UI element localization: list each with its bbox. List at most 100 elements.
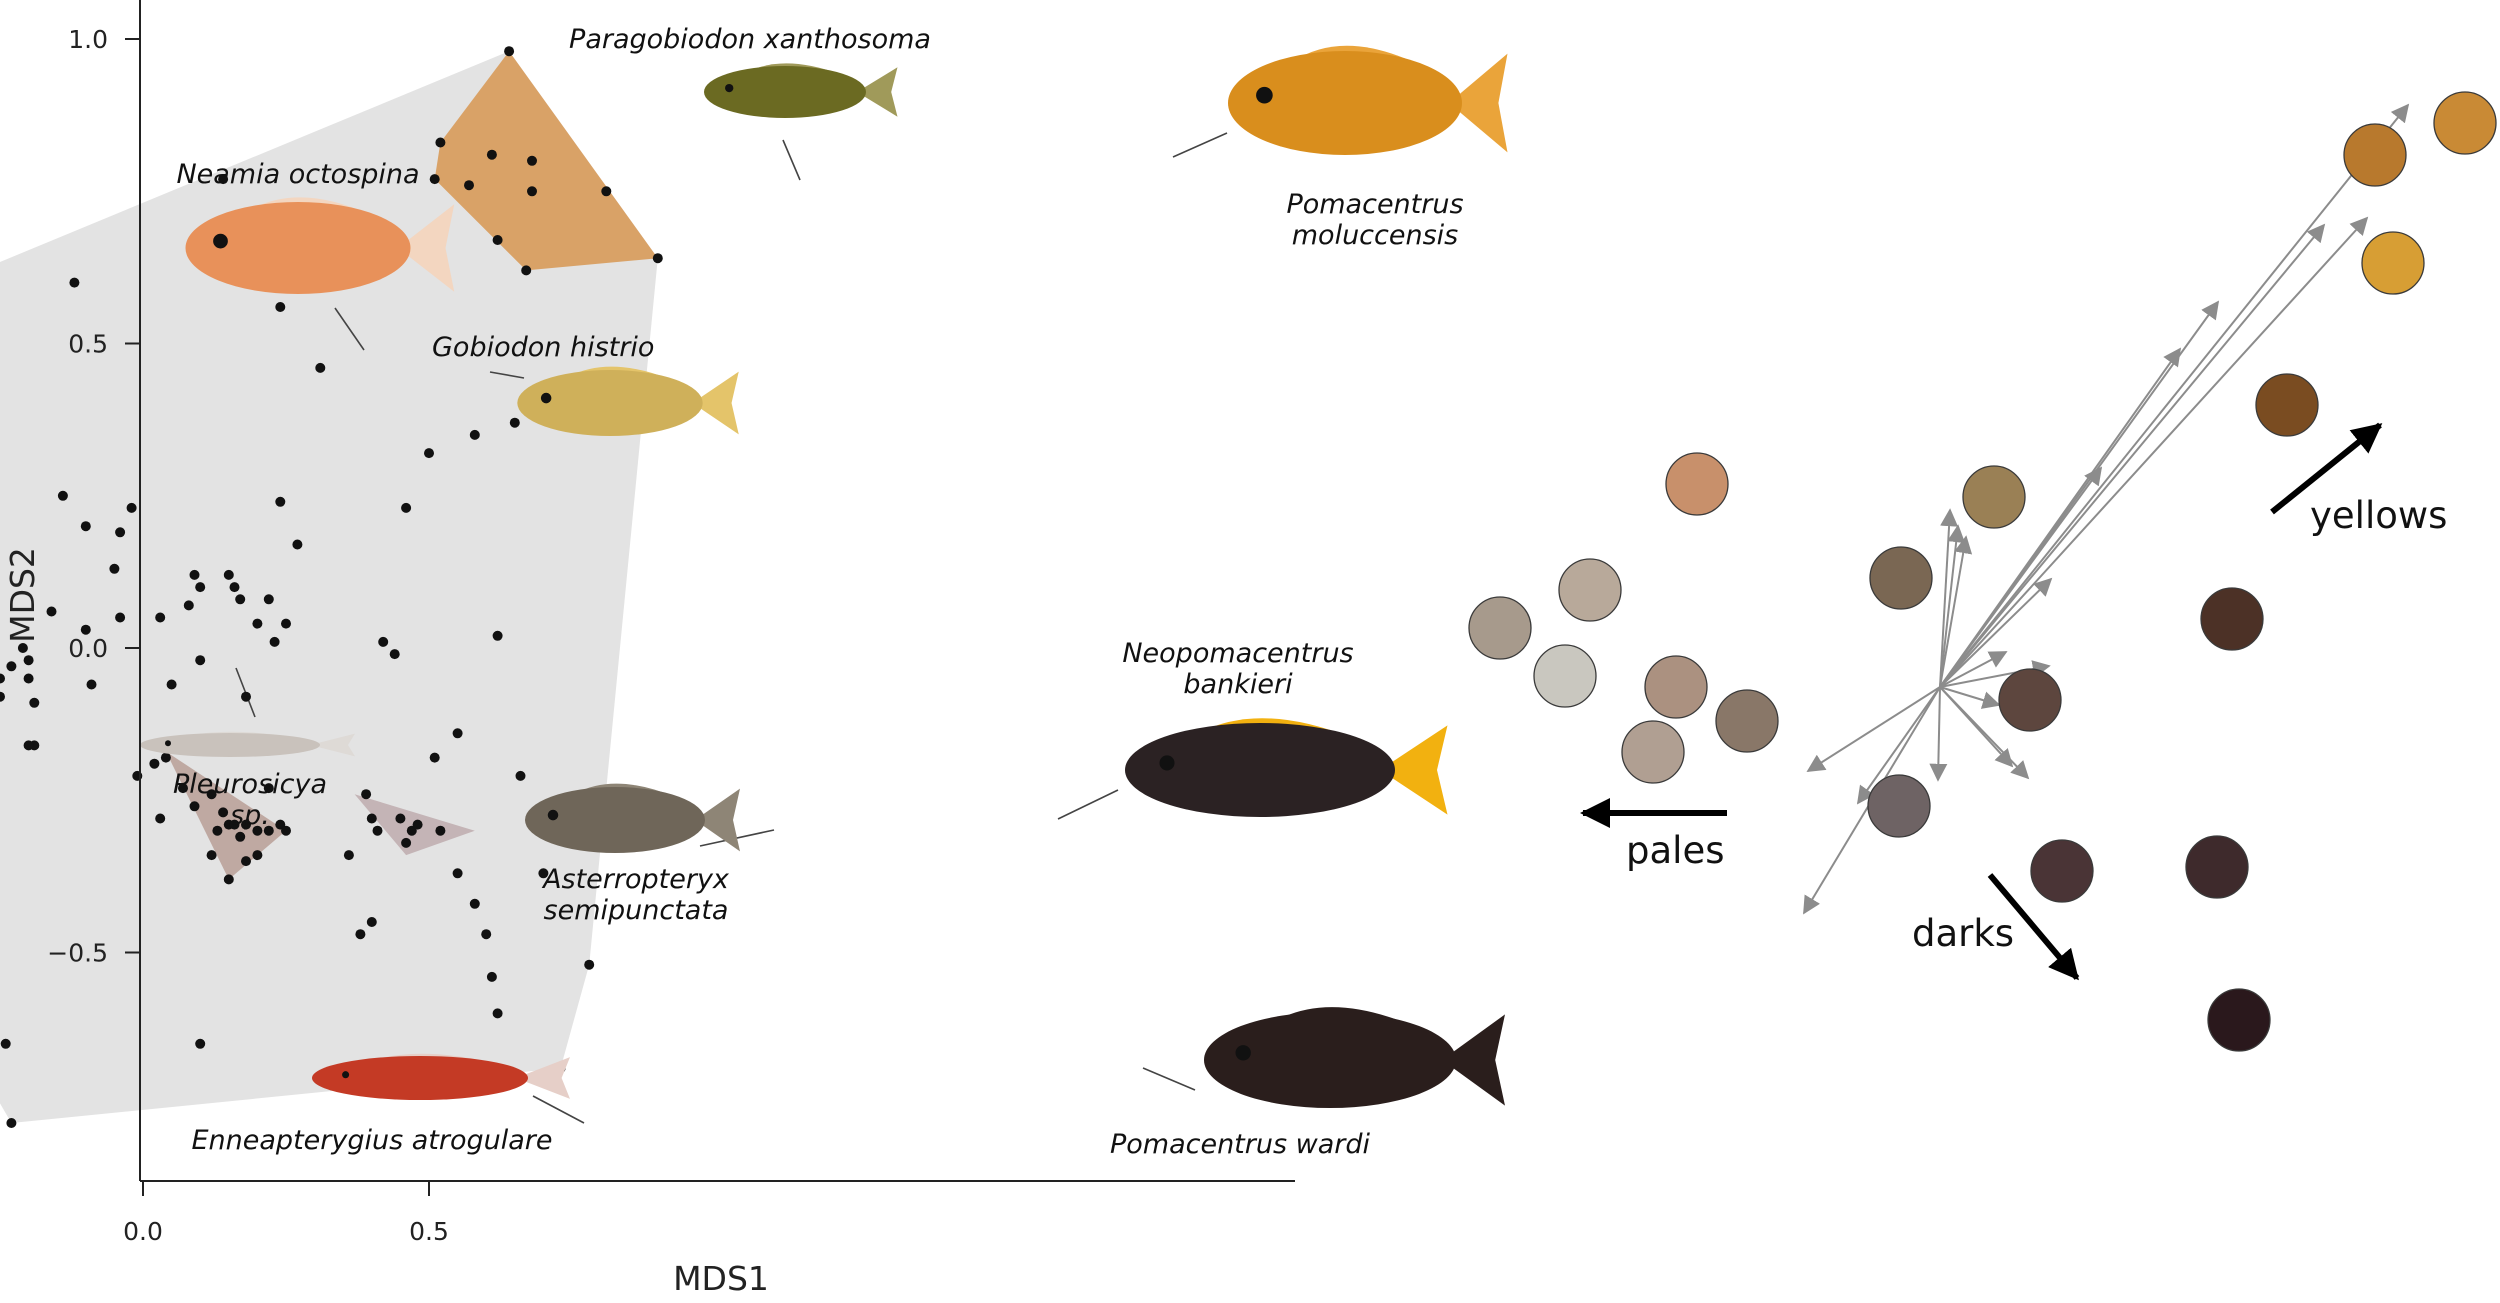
data-point — [509, 417, 520, 428]
data-point — [515, 770, 526, 781]
data-point — [195, 582, 206, 593]
data-point — [218, 174, 229, 185]
fish-body — [185, 202, 411, 294]
data-point — [601, 186, 612, 197]
data-point — [126, 502, 137, 513]
data-point — [652, 253, 663, 264]
paragobiodon-xanthosoma-photo — [704, 63, 898, 118]
data-point — [6, 1118, 17, 1128]
color-vector-arrow — [1939, 347, 2182, 688]
y-tick-label: 1.0 — [68, 25, 108, 54]
data-point — [366, 917, 377, 927]
tail-fin — [1380, 725, 1448, 815]
data-point — [57, 490, 68, 501]
fish-body — [1204, 1012, 1456, 1108]
color-vector-arrow — [1939, 524, 1966, 688]
color-swatch — [1998, 668, 2062, 732]
data-point — [527, 186, 537, 197]
data-point — [361, 789, 372, 800]
data-point — [281, 618, 291, 629]
yellows-label: yellows — [2310, 494, 2447, 537]
data-point — [235, 831, 246, 842]
data-point — [206, 850, 217, 861]
fish-eye — [1256, 86, 1273, 104]
data-point — [395, 813, 406, 824]
fish-body — [704, 66, 866, 118]
gobiodon-histrio-photo — [517, 366, 739, 436]
species-label: Enneapterygius atrogulare — [191, 1125, 552, 1156]
pleurosicya-photo — [140, 731, 355, 757]
data-point — [80, 521, 91, 532]
tail-fin — [695, 788, 740, 852]
species-label: Pomacentrus wardi — [1110, 1129, 1371, 1160]
color-vector-arrow — [1939, 103, 2410, 688]
data-point — [355, 929, 366, 940]
data-point — [212, 825, 223, 836]
pomacentrus-wardi-photo — [1204, 1007, 1505, 1108]
color-vector-arrow — [1856, 686, 1941, 805]
color-swatch — [1558, 558, 1622, 622]
data-point — [263, 825, 274, 836]
data-point — [241, 691, 251, 702]
fish-eye — [540, 392, 552, 404]
species-label: Pleurosicya sp. — [173, 769, 327, 831]
color-swatch — [1962, 465, 2026, 529]
leader-line — [334, 307, 365, 351]
data-point — [435, 825, 446, 836]
color-vector-arrow — [1939, 223, 2326, 688]
data-point — [29, 697, 40, 708]
data-point — [366, 813, 377, 824]
data-point — [252, 850, 263, 861]
leader-line — [1057, 789, 1119, 820]
species-label: Neopomacentrus bankieri — [1122, 638, 1353, 700]
color-vector-arrow — [1939, 216, 2369, 688]
tail-fin — [1449, 53, 1508, 153]
data-point — [292, 539, 303, 550]
fish-body — [1228, 51, 1462, 155]
data-point — [115, 612, 126, 623]
fish-body — [1125, 723, 1395, 817]
color-swatch — [1715, 689, 1779, 753]
y-axis-title: MDS2 — [3, 547, 42, 643]
species-labels: Paragobiodon xanthosoma Neamia octospina G… — [173, 24, 1464, 1160]
data-point — [0, 673, 5, 684]
color-swatch — [1621, 720, 1685, 784]
data-point — [412, 819, 423, 830]
color-vector-arrow — [1939, 651, 2008, 688]
data-point — [527, 155, 537, 166]
pomacentrus-moluccensis-photo — [1228, 45, 1508, 155]
data-point — [241, 819, 251, 830]
data-point — [492, 1008, 503, 1019]
data-point — [429, 174, 440, 185]
color-vector-arrow — [1806, 686, 1941, 772]
fish-eye — [213, 233, 228, 249]
fish-eye — [165, 740, 171, 747]
data-point — [401, 837, 412, 848]
tail-fin — [692, 371, 739, 435]
data-point — [469, 898, 480, 909]
species-label: Paragobiodon xanthosoma — [569, 24, 931, 55]
data-point — [115, 527, 126, 538]
convex-hulls — [0, 51, 658, 1123]
data-point — [241, 856, 251, 867]
fish-photos — [140, 45, 1508, 1108]
data-point — [372, 825, 383, 836]
fish-eye — [342, 1071, 350, 1079]
data-point — [46, 606, 57, 617]
color-vector-arrow — [1939, 686, 2014, 768]
data-point — [17, 643, 28, 653]
data-point — [429, 752, 440, 763]
data-point — [149, 758, 160, 769]
y-tick-label: −0.5 — [47, 939, 108, 968]
fish-eye — [1235, 1045, 1251, 1061]
axes: −1.0−0.50.00.5−0.50.00.51.0 — [47, 0, 1295, 1246]
data-point — [486, 971, 497, 982]
data-point — [155, 612, 166, 623]
data-point — [538, 868, 549, 879]
data-point — [315, 362, 326, 373]
fish-eye — [1159, 755, 1175, 771]
data-point — [178, 783, 188, 794]
data-point — [206, 789, 217, 800]
color-vector-arrow — [1939, 686, 2001, 709]
